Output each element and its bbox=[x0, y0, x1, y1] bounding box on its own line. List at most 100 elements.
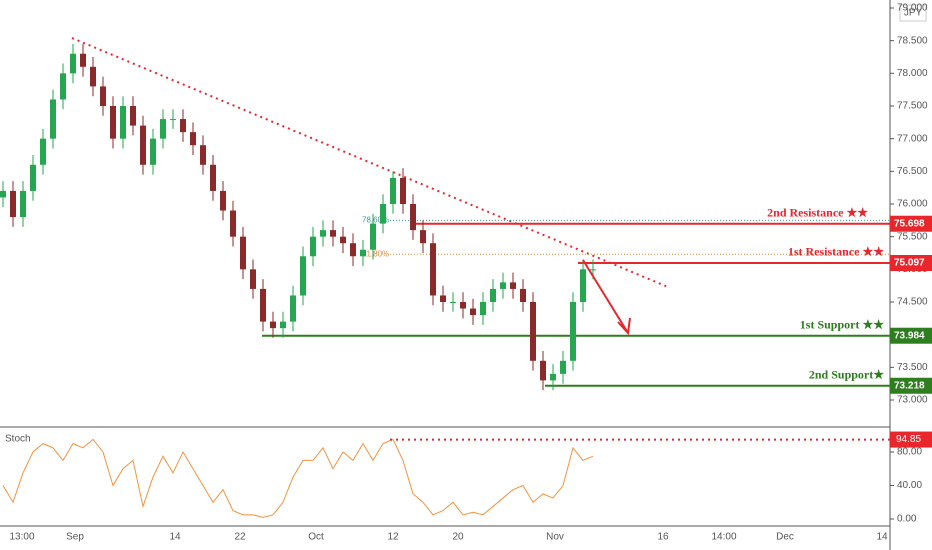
candle-body bbox=[200, 145, 206, 165]
price-tag bbox=[890, 254, 932, 271]
candle-body bbox=[330, 230, 336, 237]
y-tick-label: 73.500 bbox=[897, 362, 928, 373]
y-tick-label: 73.000 bbox=[897, 395, 928, 406]
y-tick-label: 79.000 bbox=[897, 3, 928, 14]
price-tag bbox=[890, 327, 932, 344]
candle-body bbox=[420, 230, 426, 244]
x-tick-label: 14 bbox=[876, 532, 888, 543]
candle-body bbox=[340, 236, 346, 244]
candle-body bbox=[160, 119, 166, 139]
candle-body bbox=[320, 230, 326, 237]
x-tick-label: 20 bbox=[452, 532, 464, 543]
candle-body bbox=[530, 302, 536, 361]
price-tag-label: 73.984 bbox=[894, 330, 925, 341]
candle-body bbox=[220, 190, 226, 211]
x-tick-label: Oct bbox=[308, 532, 324, 543]
arrow bbox=[582, 259, 631, 336]
candle-body bbox=[170, 119, 176, 121]
candle-body bbox=[180, 119, 186, 133]
candle-body bbox=[230, 210, 236, 237]
candle-body bbox=[30, 164, 36, 191]
candle-body bbox=[210, 164, 216, 191]
candle-body bbox=[240, 236, 246, 270]
candle-body bbox=[460, 302, 466, 309]
candle-body bbox=[270, 321, 276, 329]
candle-body bbox=[500, 282, 506, 289]
y-tick-label: 77.500 bbox=[897, 101, 928, 112]
y-tick-label: 76.500 bbox=[897, 166, 928, 177]
candle-body bbox=[290, 295, 296, 322]
candle-body bbox=[440, 295, 446, 302]
fib-label: 61.80% bbox=[362, 249, 389, 258]
candle-body bbox=[90, 66, 96, 87]
candle-body bbox=[40, 138, 46, 165]
candle-body bbox=[350, 243, 356, 257]
y-tick-label: 75.500 bbox=[897, 231, 928, 242]
level-label: 1st Support ★★ bbox=[800, 317, 884, 331]
price-tag bbox=[890, 215, 932, 232]
x-tick-label: 14:00 bbox=[711, 532, 736, 543]
candle-body bbox=[10, 190, 16, 218]
x-tick-label: Nov bbox=[546, 532, 564, 543]
candle-body bbox=[0, 190, 6, 198]
candle-body bbox=[450, 302, 456, 303]
candle-body bbox=[190, 132, 196, 146]
candle-body bbox=[310, 236, 316, 257]
candle-body bbox=[20, 190, 26, 218]
candle-body bbox=[150, 138, 156, 165]
candle-body bbox=[590, 269, 596, 271]
price-tag bbox=[890, 377, 932, 394]
price-tag-label: 73.218 bbox=[894, 380, 925, 391]
price-tag-label: 75.698 bbox=[894, 218, 925, 229]
candle-body bbox=[550, 373, 556, 381]
currency-box bbox=[899, 4, 927, 22]
price-tag-label: 75.097 bbox=[894, 258, 925, 269]
candle-body bbox=[80, 53, 86, 67]
stoch-tag bbox=[890, 431, 932, 448]
y-tick-label: 77.000 bbox=[897, 133, 928, 144]
y-tick-label: 78.500 bbox=[897, 35, 928, 46]
candle-body bbox=[260, 288, 266, 322]
candle-body bbox=[410, 204, 416, 231]
candle-body bbox=[580, 269, 586, 302]
candle-body bbox=[250, 269, 256, 289]
candle-body bbox=[510, 282, 516, 289]
stoch-tick-label: 40.00 bbox=[897, 480, 922, 491]
x-tick-label: 12 bbox=[387, 532, 399, 543]
candle-body bbox=[50, 99, 56, 139]
candle-body bbox=[560, 360, 566, 374]
stoch-tag-label: 94.85 bbox=[896, 434, 921, 445]
fib-label: 78.60% bbox=[362, 215, 389, 224]
candle-body bbox=[540, 360, 546, 381]
candle-body bbox=[390, 177, 396, 204]
candle-body bbox=[470, 308, 476, 316]
stoch-tick-label: 0.00 bbox=[897, 514, 917, 525]
candle-body bbox=[380, 204, 386, 224]
candle-body bbox=[430, 243, 436, 296]
x-tick-label: 22 bbox=[234, 532, 246, 543]
level-label: 2nd Support★ bbox=[809, 368, 884, 382]
y-tick-label: 76.000 bbox=[897, 199, 928, 210]
candle-body bbox=[130, 106, 136, 126]
candle-body bbox=[280, 321, 286, 329]
candle-body bbox=[520, 288, 526, 302]
candle-body bbox=[480, 302, 486, 316]
candle-body bbox=[570, 302, 576, 361]
y-tick-label: 74.500 bbox=[897, 297, 928, 308]
x-tick-label: 14 bbox=[169, 532, 181, 543]
candle-body bbox=[370, 223, 376, 250]
stoch-tick-label: 80.00 bbox=[897, 447, 922, 458]
x-tick-label: 13:00 bbox=[9, 532, 34, 543]
candle-body bbox=[60, 73, 66, 100]
x-tick-label: Dec bbox=[776, 532, 794, 543]
x-tick-label: Sep bbox=[66, 532, 84, 543]
stoch-title: Stoch bbox=[5, 434, 31, 445]
level-label: 1st Resistance ★★ bbox=[788, 245, 884, 259]
candle-body bbox=[490, 288, 496, 302]
candle-body bbox=[100, 86, 106, 106]
candle-body bbox=[400, 177, 406, 204]
y-tick-label: 78.000 bbox=[897, 68, 928, 79]
candle-body bbox=[140, 125, 146, 165]
